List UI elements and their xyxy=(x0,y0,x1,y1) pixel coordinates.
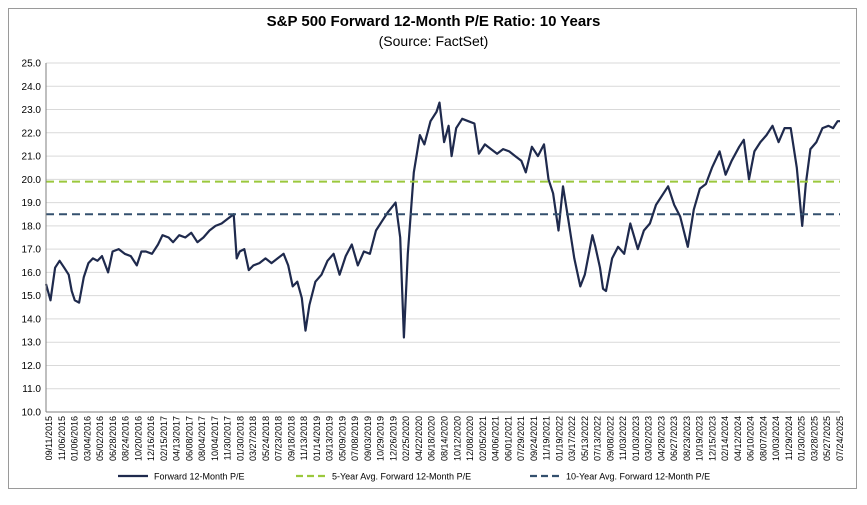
x-tick-label: 04/28/2023 xyxy=(656,416,666,461)
x-tick-label: 02/15/2017 xyxy=(159,416,169,461)
x-tick-label: 05/09/2019 xyxy=(337,416,347,461)
chart-title: S&P 500 Forward 12-Month P/E Ratio: 10 Y… xyxy=(266,13,601,30)
x-tick-label: 06/18/2020 xyxy=(427,416,437,461)
x-tick-label: 08/23/2023 xyxy=(682,416,692,461)
x-tick-label: 01/30/2025 xyxy=(797,416,807,461)
series-lines xyxy=(44,101,840,339)
chart-subtitle: (Source: FactSet) xyxy=(378,33,489,49)
x-tick-label: 09/24/2021 xyxy=(529,416,539,461)
x-tick-label: 03/27/2018 xyxy=(248,416,258,461)
x-tick-label: 03/28/2025 xyxy=(809,416,819,461)
gridlines xyxy=(46,62,840,413)
x-tick-label: 05/13/2022 xyxy=(580,416,590,461)
legend: Forward 12-Month P/E 5-Year Avg. Forward … xyxy=(118,472,710,482)
x-tick-label: 12/16/2016 xyxy=(146,416,156,461)
x-tick-label: 01/19/2022 xyxy=(554,416,564,461)
x-tick-label: 04/06/2021 xyxy=(491,416,501,461)
x-tick-label: 10/20/2016 xyxy=(133,416,143,461)
x-tick-label: 02/05/2021 xyxy=(478,416,488,461)
x-tick-label: 01/06/2016 xyxy=(70,416,80,461)
chart-frame xyxy=(8,8,857,489)
x-tick-label: 02/25/2020 xyxy=(401,416,411,461)
x-tick-label: 10/04/2017 xyxy=(210,416,220,461)
x-tick-label: 05/27/2025 xyxy=(822,416,832,461)
x-tick-label: 09/11/2015 xyxy=(44,416,54,460)
x-tick-label: 04/12/2024 xyxy=(733,416,743,461)
x-tick-label: 10/19/2023 xyxy=(695,416,705,461)
y-tick-label: 18.0 xyxy=(22,221,42,232)
x-tick-label: 08/07/2024 xyxy=(758,416,768,461)
x-tick-label: 09/08/2022 xyxy=(605,416,615,461)
legend-label: 10-Year Avg. Forward 12-Month P/E xyxy=(566,472,710,482)
y-tick-label: 25.0 xyxy=(22,59,42,70)
x-tick-label: 12/15/2023 xyxy=(707,416,717,461)
y-tick-label: 23.0 xyxy=(22,105,42,116)
x-tick-label: 07/13/2022 xyxy=(593,416,603,461)
x-tick-label: 03/17/2022 xyxy=(567,416,577,461)
x-tick-label: 04/13/2017 xyxy=(172,416,182,461)
x-tick-label: 03/13/2019 xyxy=(325,416,335,461)
x-tick-label: 05/02/2016 xyxy=(95,416,105,461)
axes xyxy=(45,63,840,413)
y-tick-label: 17.0 xyxy=(22,245,42,256)
y-tick-label: 22.0 xyxy=(22,128,42,139)
legend-label: 5-Year Avg. Forward 12-Month P/E xyxy=(332,472,471,482)
pe-series-line xyxy=(44,101,840,339)
x-tick-label: 07/24/2025 xyxy=(835,416,845,461)
x-tick-label: 07/23/2018 xyxy=(274,416,284,461)
x-tick-label: 06/27/2023 xyxy=(669,416,679,461)
x-tick-label: 11/03/2022 xyxy=(618,416,628,460)
x-tick-label: 01/30/2018 xyxy=(235,416,245,461)
y-tick-label: 12.0 xyxy=(22,361,42,372)
x-tick-label: 01/03/2023 xyxy=(631,416,641,461)
y-tick-label: 11.0 xyxy=(22,384,41,395)
x-tick-label: 10/03/2024 xyxy=(771,416,781,461)
x-tick-label: 02/14/2024 xyxy=(720,416,730,461)
x-tick-label: 09/03/2019 xyxy=(363,416,373,461)
y-tick-label: 20.0 xyxy=(22,175,42,186)
x-tick-label: 08/04/2017 xyxy=(197,416,207,461)
x-tick-label: 11/06/2015 xyxy=(57,416,67,460)
x-tick-label: 12/26/2019 xyxy=(388,416,398,461)
y-tick-label: 14.0 xyxy=(22,314,42,325)
y-tick-label: 13.0 xyxy=(22,338,42,349)
x-tick-label: 08/24/2016 xyxy=(121,416,131,461)
y-tick-label: 16.0 xyxy=(22,268,42,279)
x-tick-label: 05/24/2018 xyxy=(261,416,271,461)
x-tick-label: 11/29/2024 xyxy=(784,416,794,460)
x-tick-label: 09/18/2018 xyxy=(286,416,296,461)
x-tick-label: 11/13/2018 xyxy=(299,416,309,460)
x-tick-label: 11/30/2017 xyxy=(223,416,233,460)
x-tick-label: 11/19/2021 xyxy=(542,416,552,460)
y-axis-ticks: 10.0 11.0 12.0 13.0 14.0 15.0 16.0 17.0 18.0 19.0… xyxy=(22,59,42,419)
y-tick-label: 10.0 xyxy=(22,408,42,419)
legend-label: Forward 12-Month P/E xyxy=(154,472,245,482)
y-tick-label: 21.0 xyxy=(22,152,42,163)
y-tick-label: 24.0 xyxy=(22,82,42,93)
x-tick-label: 06/08/2017 xyxy=(184,416,194,461)
x-tick-label: 10/12/2020 xyxy=(452,416,462,461)
x-tick-label: 10/29/2019 xyxy=(376,416,386,461)
x-tick-label: 08/14/2020 xyxy=(440,416,450,461)
x-tick-label: 04/22/2020 xyxy=(414,416,424,461)
x-tick-label: 01/14/2019 xyxy=(312,416,322,461)
x-tick-label: 06/01/2021 xyxy=(503,416,513,461)
x-tick-label: 07/08/2019 xyxy=(350,416,360,461)
y-tick-label: 15.0 xyxy=(22,291,42,302)
y-tick-label: 19.0 xyxy=(22,198,42,209)
x-tick-label: 07/29/2021 xyxy=(516,416,526,461)
x-tick-label: 06/10/2024 xyxy=(746,416,756,461)
x-tick-label: 03/04/2016 xyxy=(82,416,92,461)
x-tick-label: 12/08/2020 xyxy=(465,416,475,461)
x-tick-label: 06/28/2016 xyxy=(108,416,118,461)
x-axis-ticks: 09/11/2015 11/06/2015 01/06/2016 03/04/2016… xyxy=(44,416,845,461)
x-tick-label: 03/02/2023 xyxy=(644,416,654,461)
